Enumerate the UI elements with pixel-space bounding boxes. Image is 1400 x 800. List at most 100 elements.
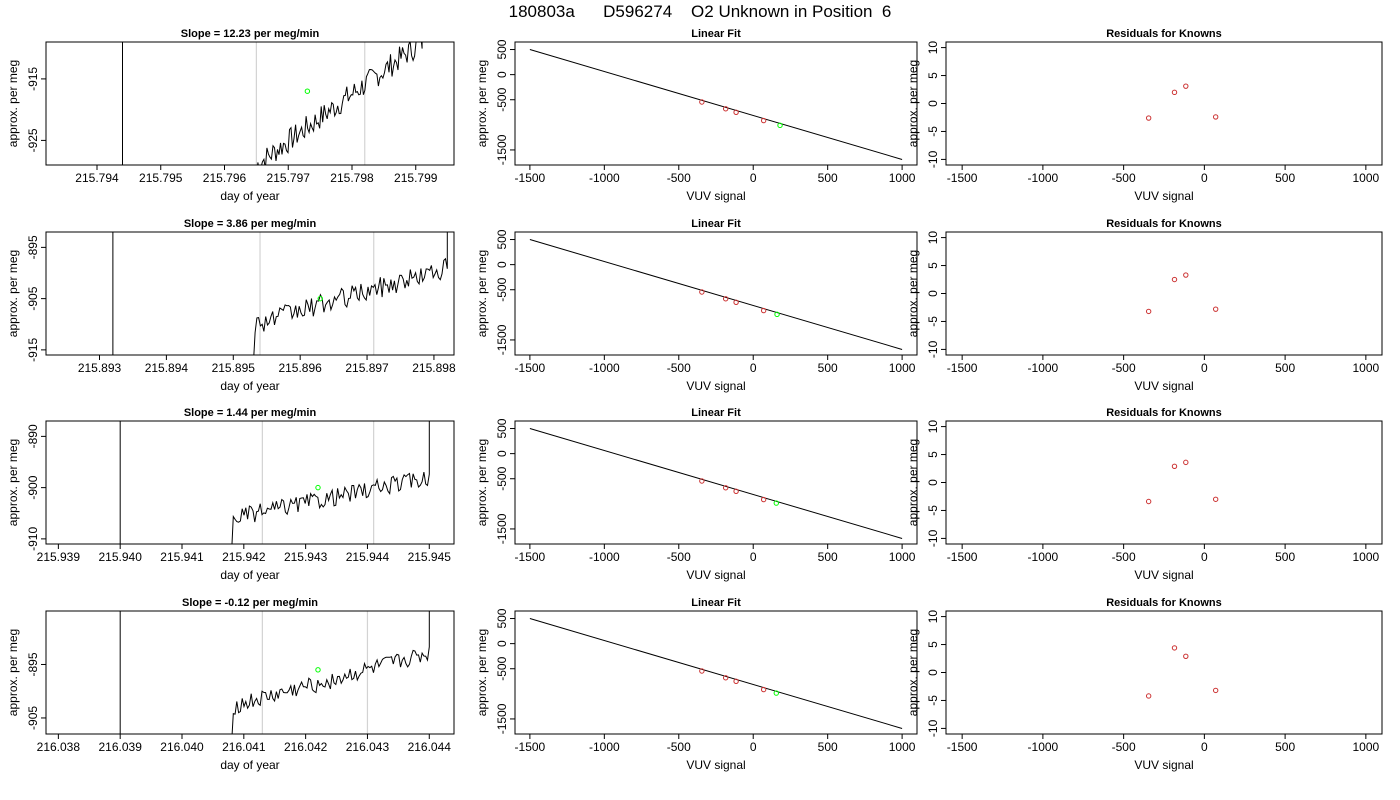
x-tick-label: 215.799: [394, 171, 438, 185]
known-point: [1212, 496, 1219, 502]
plot-frame: [945, 231, 1383, 356]
y-tick-label: 500: [495, 608, 509, 628]
plot-frame: [945, 610, 1383, 735]
panel-title: Linear Fit: [691, 218, 741, 230]
x-axis-label: VUV signal: [1134, 568, 1193, 582]
y-tick-label: -890: [26, 424, 40, 448]
y-axis-label: approx. per meg: [475, 250, 489, 337]
y-axis-label: approx. per meg: [475, 629, 489, 716]
known-point: [722, 106, 729, 112]
y-tick-label: 5: [926, 72, 940, 79]
known-point: [1171, 276, 1178, 283]
known-point: [699, 478, 705, 484]
known-point: [1145, 308, 1152, 315]
panel-title: Slope = 12.23 per meg/min: [181, 28, 320, 40]
y-tick-label: -10: [926, 150, 940, 168]
x-tick-label: -1500: [947, 361, 978, 375]
unknown-mean-point: [315, 484, 321, 491]
y-axis-label: approx. per meg: [906, 629, 920, 716]
known-point: [722, 296, 729, 302]
x-axis-label: VUV signal: [1134, 379, 1193, 393]
plot-frame: [945, 41, 1383, 166]
known-point: [1171, 645, 1178, 651]
x-tick-label: 215.940: [98, 550, 142, 564]
x-tick-label: 0: [1201, 361, 1208, 375]
fit-line: [529, 239, 903, 350]
plot-frame: [45, 420, 455, 545]
y-tick-label: -5: [926, 316, 940, 327]
y-tick-label: -500: [495, 87, 509, 111]
y-tick-label: -905: [26, 286, 40, 310]
known-point: [733, 299, 739, 305]
x-tick-label: 215.944: [346, 550, 390, 564]
x-tick-label: -500: [1112, 740, 1136, 754]
y-axis-label: approx. per meg: [6, 250, 20, 337]
fit-line: [529, 49, 903, 160]
fit-line: [529, 428, 903, 539]
y-tick-label: 10: [926, 610, 940, 624]
y-tick-label: -895: [26, 235, 40, 259]
known-point: [760, 496, 767, 503]
plot-area: [529, 49, 903, 160]
plot-frame: [45, 41, 455, 166]
x-tick-label: 216.038: [37, 740, 81, 754]
known-point: [760, 686, 767, 693]
plot-area: [119, 421, 430, 544]
y-tick-label: 5: [926, 641, 940, 648]
panel-title: Slope = -0.12 per meg/min: [182, 597, 318, 609]
x-tick-label: 215.941: [160, 550, 204, 564]
known-point: [733, 488, 739, 494]
signal-trace: [253, 232, 448, 355]
x-tick-label: -1000: [589, 740, 620, 754]
y-axis-label: approx. per meg: [906, 439, 920, 526]
x-tick-label: 215.898: [412, 361, 456, 375]
x-axis-label: VUV signal: [686, 379, 745, 393]
y-tick-label: 5: [926, 262, 940, 269]
y-tick-label: -1500: [495, 324, 509, 355]
plot-frame: [945, 420, 1383, 545]
known-point: [722, 675, 729, 681]
panel-r1-c0: Slope = 3.86 per meg/min 215.893 215.894 21…: [6, 218, 456, 393]
plot-area: [529, 428, 903, 539]
plot-area: [1145, 645, 1219, 699]
panel-title: Residuals for Knowns: [1106, 218, 1222, 230]
x-axis-label: VUV signal: [686, 189, 745, 203]
y-tick-label: 500: [495, 229, 509, 249]
known-point: [1212, 114, 1219, 120]
panel-r3-c2: Residuals for Knowns -1500 -1000 -500 0 500 10…: [906, 597, 1383, 772]
x-tick-label: 1000: [1353, 361, 1380, 375]
x-tick-label: 0: [1201, 171, 1208, 185]
x-tick-label: 215.896: [278, 361, 322, 375]
unknown-point: [773, 500, 779, 506]
panel-r2-c2: Residuals for Knowns -1500 -1000 -500 0 500 10…: [906, 407, 1383, 582]
x-tick-label: 0: [750, 361, 757, 375]
x-tick-label: 500: [1275, 550, 1295, 564]
y-tick-label: -910: [26, 527, 40, 551]
x-tick-label: -1500: [947, 550, 978, 564]
panel-title: Residuals for Knowns: [1106, 597, 1222, 609]
y-tick-label: -5: [926, 695, 940, 706]
x-tick-label: -1500: [947, 171, 978, 185]
x-tick-label: -1000: [1028, 740, 1059, 754]
x-tick-label: -500: [1112, 550, 1136, 564]
known-point: [699, 668, 705, 674]
x-tick-label: 215.797: [267, 171, 311, 185]
unknown-mean-point: [317, 295, 323, 302]
plot-area: [122, 42, 423, 165]
signal-trace: [231, 611, 430, 734]
y-tick-label: 0: [495, 450, 509, 457]
signal-trace: [231, 421, 430, 544]
x-tick-label: 500: [818, 361, 838, 375]
y-tick-label: -915: [26, 338, 40, 362]
y-tick-label: -915: [26, 67, 40, 91]
y-axis-label: approx. per meg: [6, 629, 20, 716]
panel-title: Residuals for Knowns: [1106, 407, 1222, 419]
x-tick-label: 215.894: [145, 361, 189, 375]
known-point: [1145, 115, 1152, 121]
known-point: [733, 678, 739, 684]
unknown-mean-point: [304, 88, 311, 94]
known-point: [1145, 498, 1152, 505]
x-tick-label: -1000: [1028, 171, 1059, 185]
x-tick-label: -500: [667, 171, 691, 185]
x-tick-label: 1000: [889, 740, 916, 754]
